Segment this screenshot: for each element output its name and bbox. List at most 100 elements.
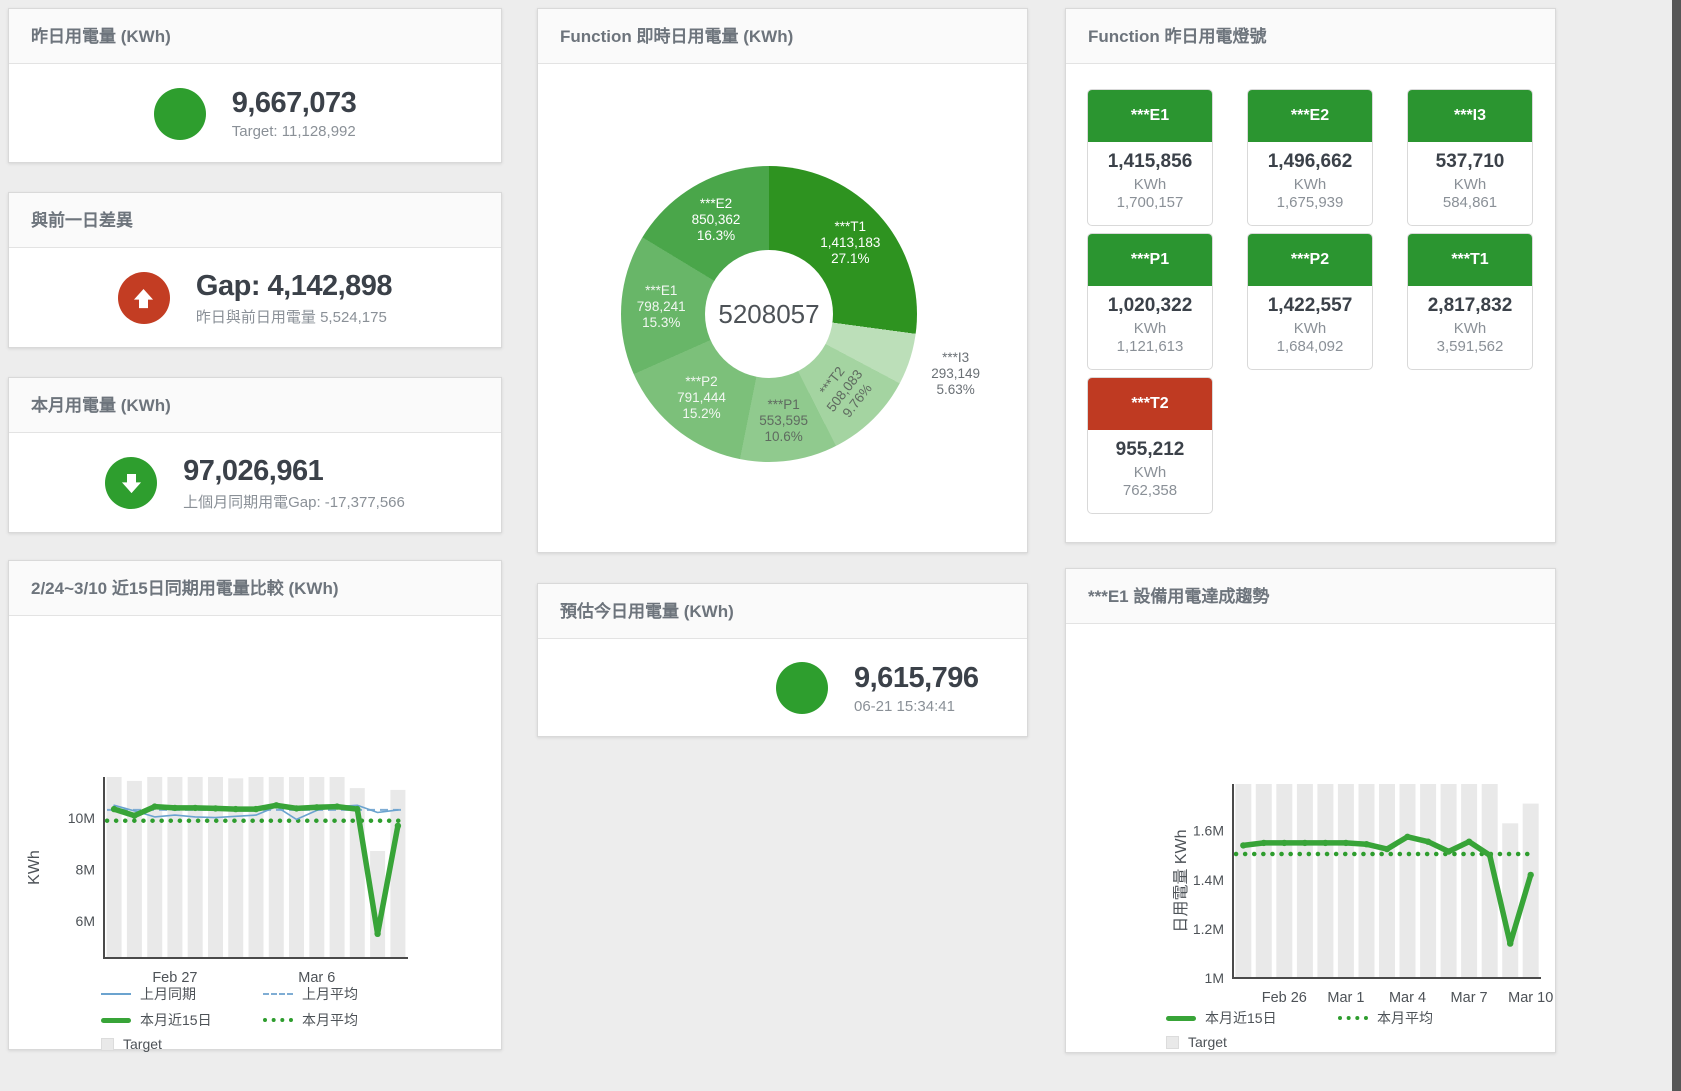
data-point: [1445, 848, 1452, 855]
tile-value: 955,212: [1115, 439, 1185, 460]
tile-value: 1,020,322: [1107, 295, 1193, 316]
target-bar: [1440, 784, 1457, 978]
status-circle-up-arrow-icon: [117, 272, 170, 324]
x-tick-label: Mar 7: [1451, 990, 1488, 1006]
panel-title: Function 昨日用電燈號: [1066, 9, 1555, 64]
donut-label-E1: ***E1 798,241 15.3%: [637, 283, 686, 331]
stat-text: 97,026,961 上個月同期用電Gap: -17,377,566: [183, 455, 405, 512]
light-tile-E2: ***E2 1,496,662 KWh 1,675,939: [1247, 89, 1373, 226]
y-tick-label: 1.4M: [1193, 872, 1224, 888]
donut-label-line: 16.3%: [696, 227, 736, 243]
legend-label: 上月平均: [302, 986, 358, 1002]
x-tick-label: Mar 6: [298, 970, 335, 986]
legend-item[interactable]: 本月平均: [1338, 1008, 1498, 1028]
panel-title: ***E1 設備用電達成趨勢: [1066, 569, 1555, 624]
status-circle-down-arrow-icon: [105, 457, 158, 509]
tile-target-value: 3,591,562: [1436, 338, 1504, 355]
y-axis-label: KWh: [26, 850, 43, 885]
light-tile-P1: ***P1 1,020,322 KWh 1,121,613: [1087, 233, 1213, 370]
stat-body: 9,667,073 Target: 11,128,992: [9, 64, 501, 163]
donut-label-line: 553,595: [759, 413, 809, 428]
x-tick-label: Mar 1: [1327, 990, 1364, 1006]
stat-subtitle: 昨日與前日用電量 5,524,175: [195, 308, 387, 326]
target-bar: [1276, 784, 1293, 978]
data-point: [333, 803, 341, 810]
data-point: [1465, 838, 1473, 845]
y-tick-label: 10M: [68, 810, 95, 826]
data-point: [354, 805, 361, 813]
target-bar: [1522, 803, 1539, 978]
legend-item[interactable]: 上月同期: [101, 984, 251, 1004]
data-point: [212, 805, 219, 812]
y-tick-label: 1.6M: [1193, 823, 1224, 839]
tile-value: 2,817,832: [1427, 295, 1513, 316]
tile-unit: KWh: [1133, 176, 1167, 193]
light-tile-E1: ***E1 1,415,856 KWh 1,700,157: [1087, 89, 1213, 226]
target-bar: [289, 777, 304, 958]
tile-header: ***I3: [1408, 90, 1532, 142]
donut-hole: 5208057: [705, 250, 833, 378]
donut-chart: 5208057 ***T1 1,413,183 27.1% ***I3 293,149 5…: [589, 134, 980, 494]
tile-target-value: 1,675,939: [1276, 194, 1344, 211]
panel-15day-comparison: 2/24~3/10 近15日同期用電量比較 (KWh) 6M 8M 10M Feb 2…: [8, 560, 502, 1052]
legend-row: 上月同期 上月平均: [101, 984, 425, 1004]
data-point: [1404, 833, 1411, 840]
stat-value: Gap: 4,142,898: [195, 269, 393, 302]
data-point: [1322, 839, 1329, 847]
target-bar: [1481, 784, 1498, 978]
tile-header: ***T2: [1088, 378, 1212, 430]
legend-item[interactable]: 本月近15日: [1166, 1008, 1326, 1028]
donut-label-line: 5.63%: [936, 381, 975, 397]
donut-label-line: 791,444: [677, 390, 726, 406]
data-point: [110, 805, 118, 813]
tile-body: 537,710 KWh 584,861: [1408, 142, 1532, 211]
axes: [1232, 784, 1541, 979]
target-bar: [1358, 784, 1375, 978]
data-point: [273, 802, 280, 809]
stat-value: 97,026,961: [183, 454, 324, 487]
status-circle: [776, 662, 828, 714]
legend-item[interactable]: 本月平均: [263, 1010, 413, 1030]
donut-body: 5208057 ***T1 1,413,183 27.1% ***I3 293,149 5…: [538, 134, 1027, 623]
target-bar: [187, 777, 203, 958]
legend-item[interactable]: 本月近15日: [101, 1010, 251, 1030]
panel-e1-trend: ***E1 設備用電達成趨勢 1M 1.2M 1.4M 1.6M Feb 26 Mar 1…: [1065, 568, 1556, 1053]
stat-value: 9,615,796: [854, 661, 979, 694]
data-point: [313, 804, 320, 811]
legend-row: Target: [1166, 1034, 1510, 1050]
tile-header: ***E1: [1088, 90, 1212, 142]
target-bar: [1317, 784, 1334, 978]
donut-label-P1: ***P1 553,595 10.6%: [759, 397, 808, 445]
legend-item[interactable]: 上月平均: [263, 984, 413, 1004]
tile-target-value: 584,861: [1442, 194, 1498, 211]
tile-target-value: 1,684,092: [1276, 338, 1344, 355]
scrollbar[interactable]: [1672, 0, 1681, 1091]
tile-body: 1,415,856 KWh 1,700,157: [1088, 142, 1212, 211]
target-bar: [126, 780, 142, 958]
panel-title: 昨日用電量 (KWh): [9, 9, 501, 64]
target-bar: [167, 777, 183, 958]
legend-swatch: [101, 1017, 131, 1023]
data-point: [1383, 845, 1391, 853]
data-point: [1486, 852, 1493, 859]
legend-item[interactable]: Target: [101, 1036, 162, 1052]
target-bar: [1337, 784, 1354, 978]
panel-title: 與前一日差異: [9, 193, 501, 248]
legend-item[interactable]: Target: [1166, 1034, 1227, 1050]
data-point: [1507, 940, 1514, 947]
target-bar: [248, 777, 264, 958]
donut-label-line: 293,149: [931, 365, 980, 381]
data-point: [1281, 839, 1288, 847]
tile-header: ***P2: [1248, 234, 1372, 286]
stat-body: 9,615,796 06-21 15:34:41: [538, 639, 1027, 737]
legend-swatch: [1338, 1016, 1368, 1020]
donut-label-line: 798,241: [636, 299, 686, 315]
donut-label-line: 15.2%: [682, 406, 721, 422]
legend-label: 本月近15日: [140, 1012, 212, 1028]
light-tile-T1: ***T1 2,817,832 KWh 3,591,562: [1407, 233, 1533, 370]
data-point: [1342, 839, 1350, 847]
tile-header: ***E2: [1248, 90, 1372, 142]
data-point: [171, 804, 179, 812]
trend-chart: 1M 1.2M 1.4M 1.6M Feb 26 Mar 1 Mar 4 Mar 7 Mar 1…: [1066, 624, 1555, 1054]
